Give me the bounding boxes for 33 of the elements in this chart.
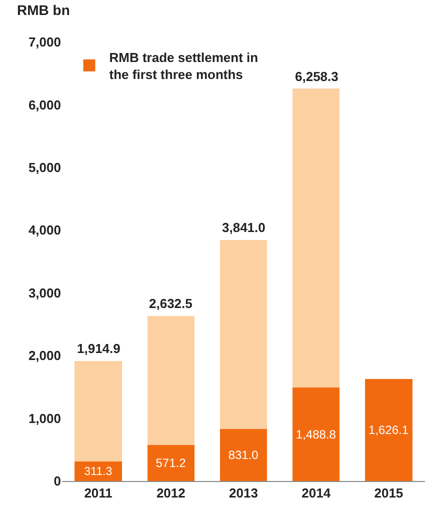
y-tick-label: 1,000 bbox=[28, 410, 61, 426]
bar bbox=[147, 445, 194, 481]
x-tick-label: 2013 bbox=[229, 486, 258, 501]
bar bbox=[220, 240, 268, 429]
bar bbox=[292, 88, 340, 388]
bar bbox=[292, 388, 340, 481]
bar bbox=[74, 461, 122, 481]
x-tick-label: 2015 bbox=[374, 486, 404, 501]
x-tick-label: 2011 bbox=[84, 486, 112, 501]
data-label: 311.3 bbox=[84, 466, 112, 478]
y-tick-label: 5,000 bbox=[28, 160, 61, 175]
legend-label: RMB trade settlement in the first three months bbox=[109, 50, 258, 82]
y-tick-label: 2,000 bbox=[28, 348, 61, 364]
bar bbox=[74, 360, 122, 462]
data-label: 831.0 bbox=[228, 448, 259, 462]
y-tick-label: 6,000 bbox=[28, 97, 61, 112]
bar bbox=[365, 379, 412, 481]
total-label: 3,841.0 bbox=[222, 220, 266, 235]
total-label: 2,632.5 bbox=[149, 296, 192, 311]
y-axis-title: RMB bn bbox=[17, 2, 70, 18]
total-label: 6,258.3 bbox=[295, 69, 338, 84]
data-label: 1,488.8 bbox=[296, 427, 336, 442]
y-tick-label: 3,000 bbox=[28, 285, 61, 300]
y-tick-label: 4,000 bbox=[28, 222, 61, 238]
bar bbox=[147, 316, 194, 446]
x-tick-label: 2014 bbox=[302, 486, 332, 501]
y-tick-label: 0 bbox=[54, 474, 61, 489]
data-label: 571.2 bbox=[156, 456, 186, 470]
total-label: 1,914.9 bbox=[77, 341, 120, 356]
data-label: 1,626.1 bbox=[368, 423, 409, 438]
x-tick-label: 2012 bbox=[156, 486, 186, 501]
bar bbox=[220, 428, 268, 481]
y-tick-label: 7,000 bbox=[28, 34, 61, 50]
